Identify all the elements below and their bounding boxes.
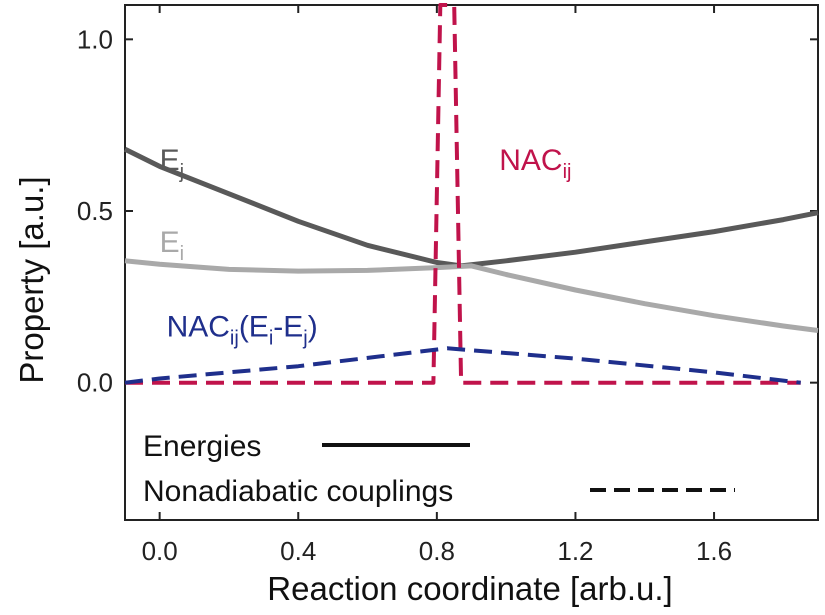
legend-label-1: Nonadiabatic couplings xyxy=(143,475,453,508)
series-line-Ej xyxy=(123,146,819,269)
x-tick-label: 1.2 xyxy=(557,536,593,566)
series-labels: Ej Ei NACij NACij(Ei-Ej) xyxy=(160,144,572,350)
series-label-NAC: NACij xyxy=(499,144,571,183)
y-axis-label: Property [a.u.] xyxy=(13,176,50,383)
series-line-Ei xyxy=(124,258,819,333)
series-line-NAC xyxy=(125,3,801,385)
y-tick-label: 0.5 xyxy=(77,196,113,226)
series-label-NACdE: NACij(Ei-Ej) xyxy=(167,310,318,349)
chart-series xyxy=(123,3,819,385)
legend-label-0: Energies xyxy=(143,430,261,463)
legend: Energies Nonadiabatic couplings xyxy=(143,430,735,508)
series-label-Ej: Ej xyxy=(160,144,184,183)
x-axis-label: Reaction coordinate [arb.u.] xyxy=(267,570,672,607)
x-tick-label: 0.8 xyxy=(419,536,455,566)
axis-ticks: 0.0 0.4 0.8 1.2 1.6 0.0 0.5 1.0 xyxy=(77,5,818,566)
x-tick-label: 1.6 xyxy=(696,536,732,566)
y-tick-label: 1.0 xyxy=(77,24,113,54)
series-line-NACdE xyxy=(124,346,801,385)
series-label-Ei: Ei xyxy=(160,226,184,265)
y-tick-label: 0.0 xyxy=(77,368,113,398)
x-tick-label: 0.0 xyxy=(142,536,178,566)
x-tick-label: 0.4 xyxy=(280,536,316,566)
